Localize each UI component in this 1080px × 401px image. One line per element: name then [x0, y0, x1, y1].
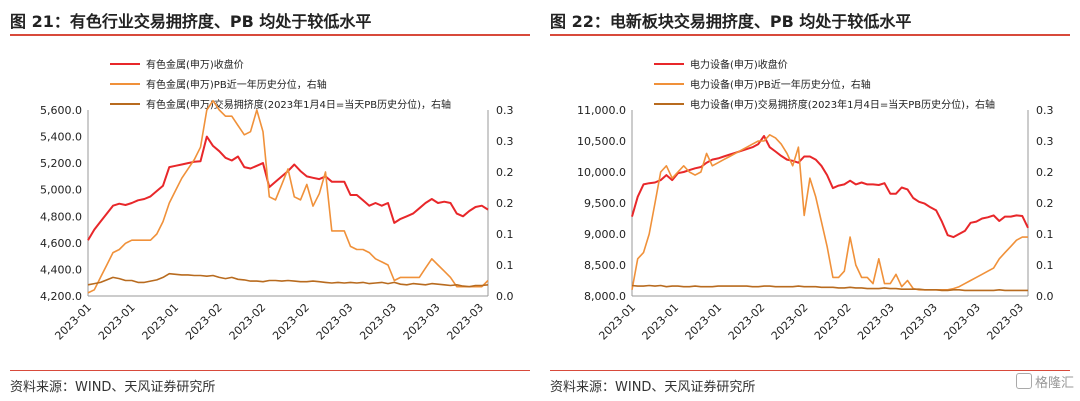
series-line — [87, 272, 489, 288]
title-divider — [10, 34, 530, 36]
legend-label: 电力设备(申万)PB近一年历史分位，右轴 — [690, 78, 871, 91]
series-line — [631, 134, 1028, 291]
x-tick-label: 2023-03 — [898, 301, 940, 343]
x-tick-label: 2023-03 — [357, 301, 399, 343]
chart-panel-right: 图 22：电新板块交易拥挤度、PB 均处于较低水平 电力设备(申万)收盘价 电力设… — [550, 0, 1080, 401]
y-tick-label-left: 4,400.0 — [40, 263, 82, 276]
y-tick-label-right: 0.2 — [1036, 197, 1054, 210]
watermark: 格隆汇 — [1015, 372, 1074, 391]
legend-label: 有色金属(申万)交易拥挤度(2023年1月4日=当天PB历史分位)，右轴 — [146, 98, 451, 111]
legend-label: 电力设备(申万)收盘价 — [690, 58, 788, 71]
x-tick-label: 2023-02 — [812, 301, 854, 343]
y-tick-label-left: 5,200.0 — [40, 157, 82, 170]
y-tick-label-right: 0.2 — [496, 166, 514, 179]
y-tick-label-left: 9,000.0 — [584, 228, 626, 241]
x-tick-label: 2023-03 — [314, 301, 356, 343]
y-tick-label-left: 11,000.0 — [577, 104, 626, 117]
x-tick-label: 2023-01 — [640, 301, 682, 343]
x-tick-label: 2023-03 — [941, 301, 983, 343]
chart-panel-left: 图 21：有色行业交易拥挤度、PB 均处于较低水平 有色金属(申万)收盘价 有色金… — [10, 0, 540, 401]
footer-divider — [550, 370, 1070, 371]
series-line — [87, 135, 489, 241]
series-line — [631, 135, 1029, 239]
y-tick-label-right: 0.0 — [496, 290, 514, 303]
x-tick-label: 2023-02 — [769, 301, 811, 343]
title-divider — [550, 34, 1070, 36]
x-tick-label: 2023-01 — [683, 301, 725, 343]
y-tick-label-left: 8,000.0 — [584, 290, 626, 303]
x-tick-label: 2023-01 — [140, 301, 182, 343]
y-tick-label-right: 0.2 — [1036, 166, 1054, 179]
y-tick-label-left: 4,200.0 — [40, 290, 82, 303]
watermark-logo-icon — [1015, 373, 1032, 389]
y-tick-label-right: 0.2 — [496, 197, 514, 210]
y-tick-label-left: 5,600.0 — [40, 104, 82, 117]
x-tick-label: 2023-02 — [183, 301, 225, 343]
legend-label: 有色金属(申万)收盘价 — [146, 58, 244, 71]
x-tick-label: 2023-03 — [444, 301, 486, 343]
legend-label: 电力设备(申万)交易拥挤度(2023年1月4日=当天PB历史分位)，右轴 — [690, 98, 995, 111]
x-tick-label: 2023-01 — [52, 301, 94, 343]
x-tick-label: 2023-01 — [596, 301, 638, 343]
x-tick-label: 2023-02 — [726, 301, 768, 343]
series-line — [631, 284, 1028, 292]
y-tick-label-right: 0.1 — [496, 228, 514, 241]
line-chart: 电力设备(申万)收盘价电力设备(申万)PB近一年历史分位，右轴电力设备(申万)交… — [577, 58, 1054, 343]
y-tick-label-right: 0.0 — [1036, 290, 1054, 303]
source-note: 资料来源：WIND、天风证券研究所 — [550, 380, 756, 395]
y-tick-label-left: 4,600.0 — [40, 237, 82, 250]
figure-title: 图 21：有色行业交易拥挤度、PB 均处于较低水平 — [10, 12, 372, 31]
footer-divider — [10, 370, 530, 371]
y-tick-label-right: 0.3 — [496, 104, 514, 117]
y-tick-label-right: 0.3 — [1036, 135, 1054, 148]
y-tick-label-left: 4,800.0 — [40, 210, 82, 223]
legend-label: 有色金属(申万)PB近一年历史分位，右轴 — [146, 78, 327, 91]
x-tick-label: 2023-02 — [227, 301, 269, 343]
x-tick-label: 2023-03 — [855, 301, 897, 343]
x-tick-label: 2023-03 — [984, 301, 1026, 343]
series-line — [87, 99, 489, 294]
y-tick-label-left: 10,000.0 — [577, 166, 626, 179]
line-chart: 有色金属(申万)收盘价有色金属(申万)PB近一年历史分位，右轴有色金属(申万)交… — [40, 58, 514, 343]
y-tick-label-right: 0.3 — [496, 135, 514, 148]
y-tick-label-left: 5,400.0 — [40, 131, 82, 144]
x-tick-label: 2023-02 — [270, 301, 312, 343]
x-tick-label: 2023-03 — [401, 301, 443, 343]
y-tick-label-right: 0.1 — [1036, 228, 1054, 241]
y-tick-label-left: 10,500.0 — [577, 135, 626, 148]
source-note: 资料来源：WIND、天风证券研究所 — [10, 380, 216, 395]
x-tick-label: 2023-01 — [96, 301, 138, 343]
y-tick-label-left: 9,500.0 — [584, 197, 626, 210]
y-tick-label-right: 0.3 — [1036, 104, 1054, 117]
y-tick-label-left: 8,500.0 — [584, 259, 626, 272]
figure-title: 图 22：电新板块交易拥挤度、PB 均处于较低水平 — [550, 12, 912, 31]
y-tick-label-right: 0.1 — [1036, 259, 1054, 272]
y-tick-label-left: 5,000.0 — [40, 184, 82, 197]
watermark-text: 格隆汇 — [1034, 376, 1074, 391]
y-tick-label-right: 0.1 — [496, 259, 514, 272]
